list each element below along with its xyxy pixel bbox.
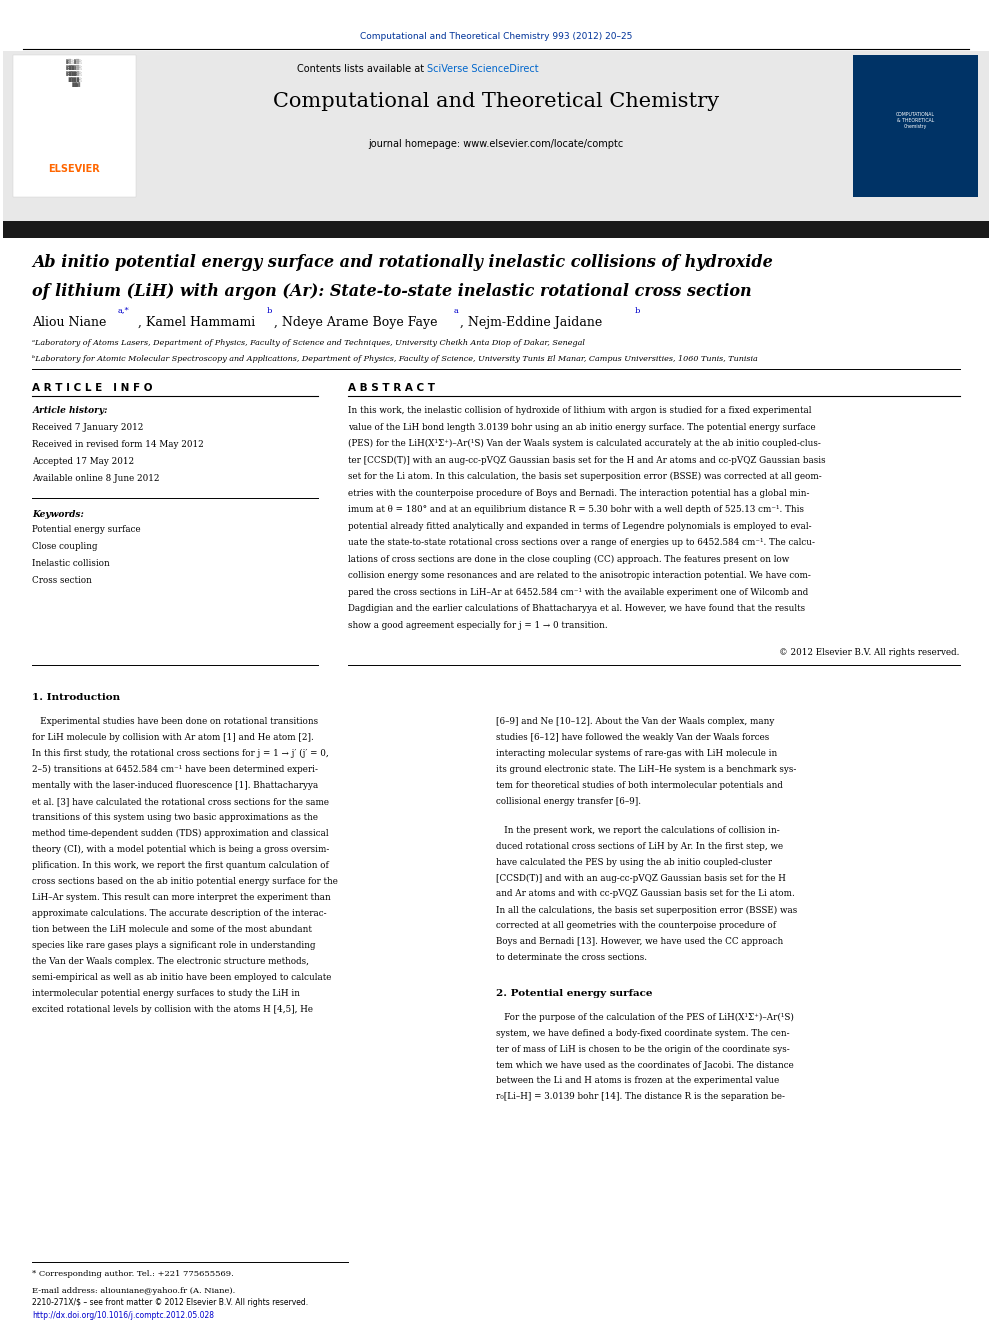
Text: , Kamel Hammami: , Kamel Hammami <box>138 316 255 328</box>
Text: mentally with the laser-induced fluorescence [1]. Bhattacharyya: mentally with the laser-induced fluoresc… <box>33 781 318 790</box>
Text: COMPUTATIONAL
& THEORETICAL
Chemistry: COMPUTATIONAL & THEORETICAL Chemistry <box>896 112 934 128</box>
Text: b: b <box>267 307 273 315</box>
Text: r₀[Li–H] = 3.0139 bohr [14]. The distance R is the separation be-: r₀[Li–H] = 3.0139 bohr [14]. The distanc… <box>496 1093 785 1102</box>
Text: its ground electronic state. The LiH–He system is a benchmark sys-: its ground electronic state. The LiH–He … <box>496 765 797 774</box>
Text: corrected at all geometries with the counterpoise procedure of: corrected at all geometries with the cou… <box>496 921 776 930</box>
Text: Article history:: Article history: <box>33 406 108 415</box>
Text: collision energy some resonances and are related to the anisotropic interaction : collision energy some resonances and are… <box>348 572 810 579</box>
Text: journal homepage: www.elsevier.com/locate/comptc: journal homepage: www.elsevier.com/locat… <box>368 139 624 149</box>
Text: Experimental studies have been done on rotational transitions: Experimental studies have been done on r… <box>33 717 318 726</box>
Text: and Ar atoms and with cc-pVQZ Gaussian basis set for the Li atom.: and Ar atoms and with cc-pVQZ Gaussian b… <box>496 889 795 898</box>
Text: ᵃLaboratory of Atoms Lasers, Department of Physics, Faculty of Science and Techn: ᵃLaboratory of Atoms Lasers, Department … <box>33 339 585 348</box>
Text: In this first study, the rotational cross sections for j = 1 → j′ (j′ = 0,: In this first study, the rotational cros… <box>33 749 329 758</box>
Text: species like rare gases plays a significant role in understanding: species like rare gases plays a signific… <box>33 941 315 950</box>
Text: [6–9] and Ne [10–12]. About the Van der Waals complex, many: [6–9] and Ne [10–12]. About the Van der … <box>496 717 775 726</box>
Text: Dagdigian and the earlier calculations of Bhattacharyya et al. However, we have : Dagdigian and the earlier calculations o… <box>348 605 806 613</box>
Text: show a good agreement especially for j = 1 → 0 transition.: show a good agreement especially for j =… <box>348 620 608 630</box>
Text: interacting molecular systems of rare-gas with LiH molecule in: interacting molecular systems of rare-ga… <box>496 749 778 758</box>
Text: tem which we have used as the coordinates of Jacobi. The distance: tem which we have used as the coordinate… <box>496 1061 794 1069</box>
Text: studies [6–12] have followed the weakly Van der Waals forces: studies [6–12] have followed the weakly … <box>496 733 769 742</box>
Text: excited rotational levels by collision with the atoms H [4,5], He: excited rotational levels by collision w… <box>33 1004 313 1013</box>
Text: tem for theoretical studies of both intermolecular potentials and: tem for theoretical studies of both inte… <box>496 781 783 790</box>
Text: A R T I C L E   I N F O: A R T I C L E I N F O <box>33 382 153 393</box>
Text: SciVerse ScienceDirect: SciVerse ScienceDirect <box>427 65 539 74</box>
Text: A B S T R A C T: A B S T R A C T <box>348 382 435 393</box>
Text: For the purpose of the calculation of the PES of LiH(X¹Σ⁺)–Ar(¹S): For the purpose of the calculation of th… <box>496 1012 794 1021</box>
Text: © 2012 Elsevier B.V. All rights reserved.: © 2012 Elsevier B.V. All rights reserved… <box>780 647 959 656</box>
Text: Aliou Niane: Aliou Niane <box>33 316 107 328</box>
Text: ter [CCSD(T)] with an aug-cc-pVQZ Gaussian basis set for the H and Ar atoms and : ter [CCSD(T)] with an aug-cc-pVQZ Gaussi… <box>348 455 825 464</box>
Text: Close coupling: Close coupling <box>33 542 98 552</box>
Text: In all the calculations, the basis set superposition error (BSSE) was: In all the calculations, the basis set s… <box>496 905 798 914</box>
Text: 1. Introduction: 1. Introduction <box>33 693 120 703</box>
Text: In the present work, we report the calculations of collision in-: In the present work, we report the calcu… <box>496 826 780 835</box>
Text: system, we have defined a body-fixed coordinate system. The cen-: system, we have defined a body-fixed coo… <box>496 1028 790 1037</box>
Text: * Corresponding author. Tel.: +221 775655569.: * Corresponding author. Tel.: +221 77565… <box>33 1270 234 1278</box>
Text: Keywords:: Keywords: <box>33 509 84 519</box>
Text: semi-empirical as well as ab initio have been employed to calculate: semi-empirical as well as ab initio have… <box>33 972 331 982</box>
Text: 2–5) transitions at 6452.584 cm⁻¹ have been determined experi-: 2–5) transitions at 6452.584 cm⁻¹ have b… <box>33 765 318 774</box>
Text: value of the LiH bond length 3.0139 bohr using an ab initio energy surface. The : value of the LiH bond length 3.0139 bohr… <box>348 422 815 431</box>
Text: pared the cross sections in LiH–Ar at 6452.584 cm⁻¹ with the available experimen: pared the cross sections in LiH–Ar at 64… <box>348 587 808 597</box>
Text: Potential energy surface: Potential energy surface <box>33 525 141 534</box>
Text: E-mail address: aliouniane@yahoo.fr (A. Niane).: E-mail address: aliouniane@yahoo.fr (A. … <box>33 1287 236 1295</box>
Text: [CCSD(T)] and with an aug-cc-pVQZ Gaussian basis set for the H: [CCSD(T)] and with an aug-cc-pVQZ Gaussi… <box>496 873 786 882</box>
Text: lations of cross sections are done in the close coupling (CC) approach. The feat: lations of cross sections are done in th… <box>348 554 790 564</box>
Text: between the Li and H atoms is frozen at the experimental value: between the Li and H atoms is frozen at … <box>496 1077 780 1085</box>
Text: approximate calculations. The accurate description of the interac-: approximate calculations. The accurate d… <box>33 909 327 918</box>
Text: uate the state-to-state rotational cross sections over a range of energies up to: uate the state-to-state rotational cross… <box>348 538 815 548</box>
Text: etries with the counterpoise procedure of Boys and Bernadi. The interaction pote: etries with the counterpoise procedure o… <box>348 488 809 497</box>
Text: , Nejm-Eddine Jaidane: , Nejm-Eddine Jaidane <box>460 316 603 328</box>
Text: transitions of this system using two basic approximations as the: transitions of this system using two bas… <box>33 812 318 822</box>
Text: set for the Li atom. In this calculation, the basis set superposition error (BSS: set for the Li atom. In this calculation… <box>348 472 821 482</box>
Bar <box>13 56 136 197</box>
Bar <box>853 56 978 197</box>
Text: ter of mass of LiH is chosen to be the origin of the coordinate sys-: ter of mass of LiH is chosen to be the o… <box>496 1045 790 1053</box>
Text: 2210-271X/$ – see front matter © 2012 Elsevier B.V. All rights reserved.: 2210-271X/$ – see front matter © 2012 El… <box>33 1298 309 1307</box>
Text: theory (CI), with a model potential which is being a gross oversim-: theory (CI), with a model potential whic… <box>33 845 329 853</box>
Text: the Van der Waals complex. The electronic structure methods,: the Van der Waals complex. The electroni… <box>33 957 310 966</box>
Text: potential already fitted analytically and expanded in terms of Legendre polynomi: potential already fitted analytically an… <box>348 521 811 531</box>
Text: ᵇLaboratory for Atomic Molecular Spectroscopy and Applications, Department of Ph: ᵇLaboratory for Atomic Molecular Spectro… <box>33 355 758 363</box>
Text: et al. [3] have calculated the rotational cross sections for the same: et al. [3] have calculated the rotationa… <box>33 796 329 806</box>
Text: 2. Potential energy surface: 2. Potential energy surface <box>496 990 653 998</box>
Text: cross sections based on the ab initio potential energy surface for the: cross sections based on the ab initio po… <box>33 877 338 885</box>
Text: (PES) for the LiH(X¹Σ⁺)–Ar(¹S) Van der Waals system is calculated accurately at : (PES) for the LiH(X¹Σ⁺)–Ar(¹S) Van der W… <box>348 439 821 448</box>
Text: Cross section: Cross section <box>33 577 92 585</box>
Text: LiH–Ar system. This result can more interpret the experiment than: LiH–Ar system. This result can more inte… <box>33 893 331 902</box>
Text: method time-dependent sudden (TDS) approximation and classical: method time-dependent sudden (TDS) appro… <box>33 828 329 837</box>
Text: plification. In this work, we report the first quantum calculation of: plification. In this work, we report the… <box>33 861 329 869</box>
Text: a,*: a,* <box>117 307 129 315</box>
Text: Accepted 17 May 2012: Accepted 17 May 2012 <box>33 458 135 466</box>
Text: Ab initio potential energy surface and rotationally inelastic collisions of hydr: Ab initio potential energy surface and r… <box>33 254 773 271</box>
Bar <box>3 52 989 221</box>
Text: Inelastic collision: Inelastic collision <box>33 560 110 569</box>
Text: ▓▒░▓▒░
▓██▓▒░
▓███▒░
 ████░
  ██▓: ▓▒░▓▒░ ▓██▓▒░ ▓███▒░ ████░ ██▓ <box>65 60 81 87</box>
Text: tion between the LiH molecule and some of the most abundant: tion between the LiH molecule and some o… <box>33 925 312 934</box>
Text: imum at θ = 180° and at an equilibrium distance R = 5.30 bohr with a well depth : imum at θ = 180° and at an equilibrium d… <box>348 505 805 515</box>
Text: collisional energy transfer [6–9].: collisional energy transfer [6–9]. <box>496 796 641 806</box>
Text: http://dx.doi.org/10.1016/j.comptc.2012.05.028: http://dx.doi.org/10.1016/j.comptc.2012.… <box>33 1311 214 1320</box>
Text: to determinate the cross sections.: to determinate the cross sections. <box>496 954 647 962</box>
Text: In this work, the inelastic collision of hydroxide of lithium with argon is stud: In this work, the inelastic collision of… <box>348 406 811 415</box>
Text: Received in revised form 14 May 2012: Received in revised form 14 May 2012 <box>33 441 204 448</box>
Text: ELSEVIER: ELSEVIER <box>48 164 99 173</box>
Text: of lithium (LiH) with argon (Ar): State-to-state inelastic rotational cross sect: of lithium (LiH) with argon (Ar): State-… <box>33 283 752 300</box>
Text: for LiH molecule by collision with Ar atom [1] and He atom [2].: for LiH molecule by collision with Ar at… <box>33 733 314 742</box>
Bar <box>3 221 989 238</box>
Text: Computational and Theoretical Chemistry: Computational and Theoretical Chemistry <box>273 91 719 111</box>
Text: Contents lists available at: Contents lists available at <box>297 65 427 74</box>
Text: Computational and Theoretical Chemistry 993 (2012) 20–25: Computational and Theoretical Chemistry … <box>360 32 632 41</box>
Text: duced rotational cross sections of LiH by Ar. In the first step, we: duced rotational cross sections of LiH b… <box>496 841 783 851</box>
Text: a: a <box>453 307 458 315</box>
Text: intermolecular potential energy surfaces to study the LiH in: intermolecular potential energy surfaces… <box>33 988 301 998</box>
Text: , Ndeye Arame Boye Faye: , Ndeye Arame Boye Faye <box>274 316 437 328</box>
Text: Available online 8 June 2012: Available online 8 June 2012 <box>33 474 160 483</box>
Text: Received 7 January 2012: Received 7 January 2012 <box>33 423 144 433</box>
Text: have calculated the PES by using the ab initio coupled-cluster: have calculated the PES by using the ab … <box>496 857 772 867</box>
Text: b: b <box>635 307 641 315</box>
Text: Boys and Bernadi [13]. However, we have used the CC approach: Boys and Bernadi [13]. However, we have … <box>496 938 784 946</box>
